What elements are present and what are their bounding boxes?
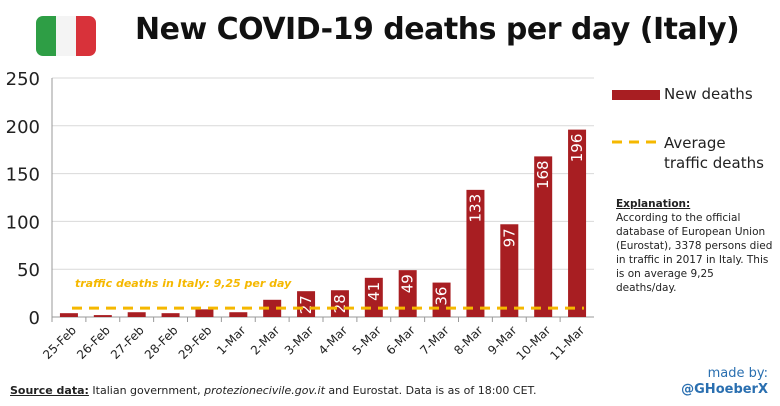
source-label: Source data: [10,384,89,397]
explanation: Explanation: According to the official da… [616,197,776,295]
bar [568,129,587,317]
data-label: 36 [433,287,451,306]
bar [398,270,417,317]
bar [59,313,78,317]
data-label: 168 [534,160,552,189]
y-tick-label: 0 [29,308,40,329]
bar [297,291,316,317]
legend-traffic-deaths: Average traffic deaths [664,134,764,172]
credit: made by: @GHoeberX [681,366,768,398]
source-pre: Italian government, [88,384,205,397]
credit-handle: @GHoeberX [681,382,768,397]
bar [161,313,180,317]
source-link: protezionecivile.gov.it [204,384,325,397]
italy-flag-icon [36,16,96,56]
bar [93,315,112,317]
bar [330,290,349,317]
bar [466,189,485,317]
source-note: Source data: Italian government, protezi… [10,384,536,397]
bar [263,299,282,317]
bar [195,309,214,317]
bar [534,156,553,317]
explanation-text: According to the official database of Eu… [616,212,773,294]
data-label: 133 [466,194,484,223]
y-tick-label: 250 [6,69,40,90]
data-label: 49 [399,274,417,293]
y-tick-label: 200 [6,117,40,138]
explanation-heading: Explanation: [616,198,691,210]
data-label: 41 [365,282,383,301]
source-post: and Eurostat. Data is as of 18:00 CET. [324,384,537,397]
bar [229,312,248,317]
traffic-annotation: traffic deaths in Italy: 9,25 per day [75,277,292,290]
y-tick-label: 150 [6,165,40,186]
bar [500,224,519,317]
credit-label: made by: [707,366,768,381]
data-label: 196 [568,134,586,163]
bar [127,312,146,317]
legend-bar-swatch [612,90,660,100]
y-tick-label: 50 [17,260,40,281]
chart-title: New COVID-19 deaths per day (Italy) [135,12,740,47]
data-label: 97 [500,228,518,247]
y-tick-label: 100 [6,212,40,233]
legend-new-deaths: New deaths [664,85,753,103]
